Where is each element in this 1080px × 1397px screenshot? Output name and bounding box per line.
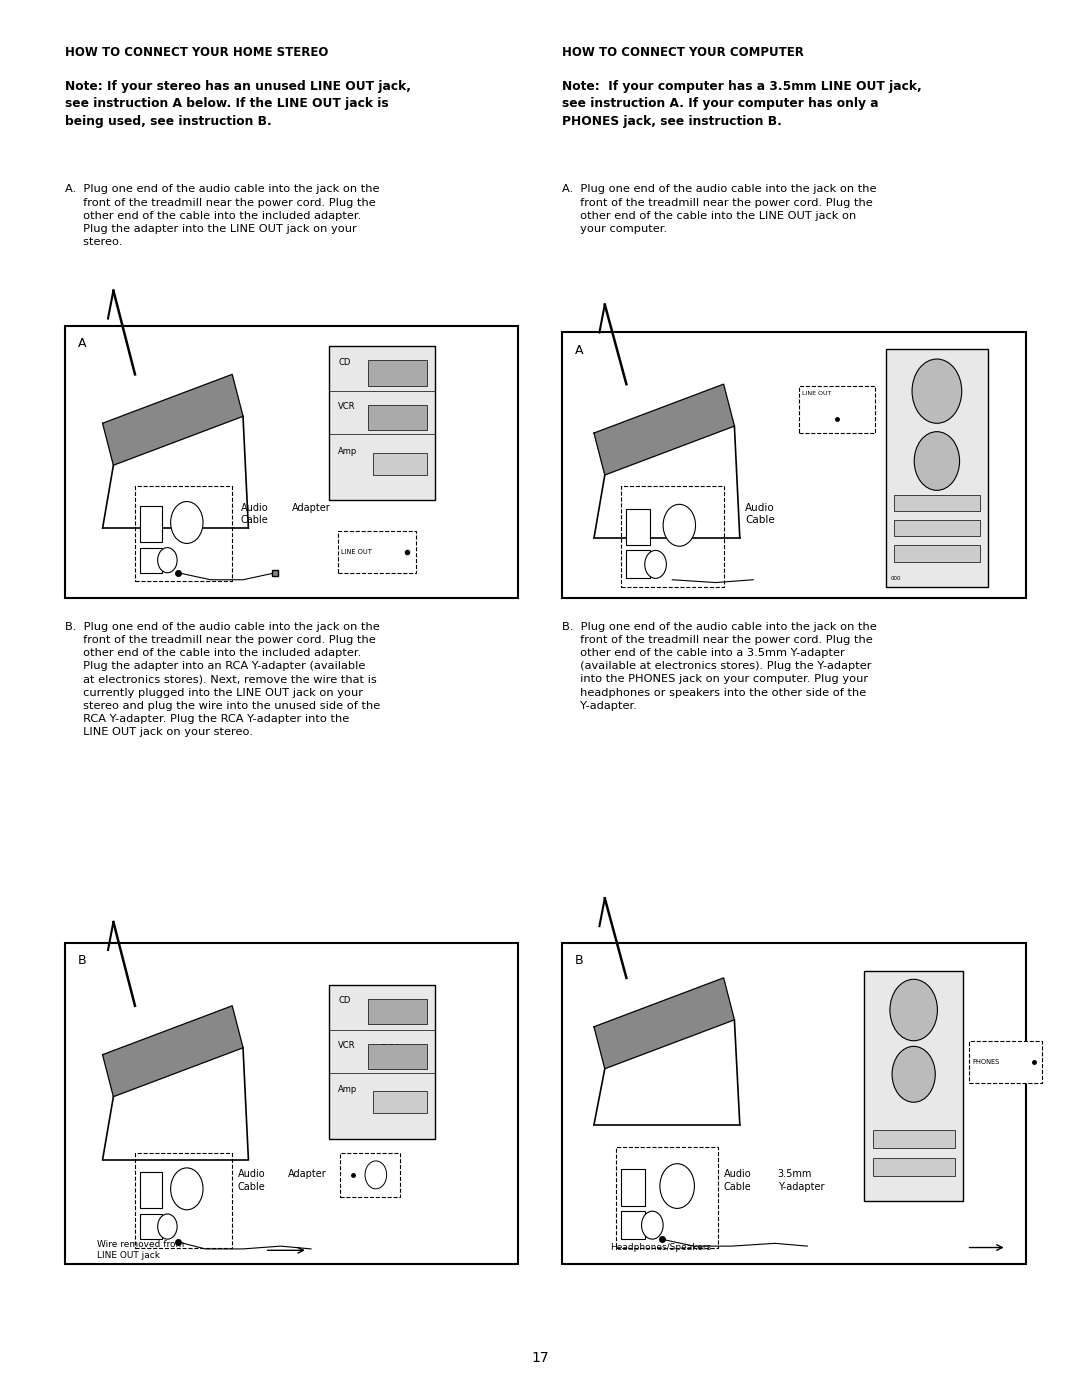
FancyBboxPatch shape (65, 326, 518, 598)
Text: A: A (575, 344, 583, 356)
Bar (373, 1091, 427, 1113)
Bar (894, 545, 980, 562)
Text: B: B (575, 954, 583, 967)
Text: Adapter: Adapter (288, 1169, 327, 1179)
Text: B: B (78, 954, 86, 967)
Bar (368, 360, 427, 386)
Polygon shape (594, 384, 734, 475)
Text: 3.5mm
Y-adapter: 3.5mm Y-adapter (778, 1169, 824, 1192)
Bar (873, 1158, 955, 1176)
Circle shape (645, 550, 666, 578)
Bar (621, 1211, 645, 1239)
Text: LINE OUT: LINE OUT (341, 549, 373, 555)
Circle shape (660, 1164, 694, 1208)
Circle shape (892, 1046, 935, 1102)
FancyBboxPatch shape (562, 332, 1026, 598)
Text: Adapter: Adapter (292, 503, 330, 513)
Circle shape (171, 1168, 203, 1210)
FancyBboxPatch shape (338, 531, 416, 573)
Bar (894, 495, 980, 511)
Text: HOW TO CONNECT YOUR COMPUTER: HOW TO CONNECT YOUR COMPUTER (562, 46, 804, 59)
Text: Audio
Cable: Audio Cable (238, 1169, 266, 1192)
Bar (140, 1214, 162, 1239)
Text: CD: CD (338, 996, 350, 1004)
FancyBboxPatch shape (135, 1153, 232, 1248)
Bar (873, 1130, 955, 1148)
Text: Audio
Cable: Audio Cable (745, 503, 775, 525)
Text: PHONES: PHONES (972, 1059, 999, 1065)
FancyBboxPatch shape (65, 943, 518, 1264)
Text: VCR: VCR (338, 402, 355, 411)
Polygon shape (103, 1006, 243, 1097)
Circle shape (915, 432, 960, 490)
Bar (894, 520, 980, 536)
Circle shape (913, 359, 962, 423)
Text: A: A (78, 337, 86, 349)
Text: A.  Plug one end of the audio cable into the jack on the
     front of the tread: A. Plug one end of the audio cable into … (65, 184, 379, 247)
Bar (368, 999, 427, 1024)
Polygon shape (103, 374, 243, 465)
Bar (368, 1044, 427, 1069)
Text: 000: 000 (891, 576, 902, 581)
Circle shape (158, 1214, 177, 1239)
Text: Wire removed from
LINE OUT jack: Wire removed from LINE OUT jack (97, 1241, 185, 1260)
FancyBboxPatch shape (969, 1041, 1042, 1083)
FancyBboxPatch shape (616, 1147, 718, 1248)
Text: Headphones/Speakers: Headphones/Speakers (610, 1243, 712, 1252)
Bar (626, 509, 650, 545)
Text: Note:  If your computer has a 3.5mm LINE OUT jack,
see instruction A. If your co: Note: If your computer has a 3.5mm LINE … (562, 80, 921, 127)
FancyBboxPatch shape (135, 486, 232, 581)
Text: HOW TO CONNECT YOUR HOME STEREO: HOW TO CONNECT YOUR HOME STEREO (65, 46, 328, 59)
Circle shape (663, 504, 696, 546)
FancyBboxPatch shape (799, 386, 875, 433)
FancyBboxPatch shape (329, 346, 435, 500)
Bar (373, 453, 427, 475)
FancyBboxPatch shape (562, 943, 1026, 1264)
Text: Amp: Amp (338, 447, 357, 455)
Text: RCA
Y-adapter: RCA Y-adapter (381, 1044, 428, 1066)
Text: Note: If your stereo has an unused LINE OUT jack,
see instruction A below. If th: Note: If your stereo has an unused LINE … (65, 80, 410, 127)
Text: 17: 17 (531, 1351, 549, 1365)
FancyBboxPatch shape (340, 1153, 400, 1197)
Text: B.  Plug one end of the audio cable into the jack on the
     front of the tread: B. Plug one end of the audio cable into … (65, 622, 380, 738)
FancyBboxPatch shape (864, 971, 963, 1201)
FancyBboxPatch shape (621, 486, 724, 587)
Bar (140, 1172, 162, 1208)
Circle shape (158, 548, 177, 573)
Text: Audio
Cable: Audio Cable (241, 503, 269, 525)
Text: LINE OUT: LINE OUT (802, 391, 832, 397)
Text: Amp: Amp (338, 1085, 357, 1094)
Text: VCR: VCR (338, 1041, 355, 1049)
FancyBboxPatch shape (329, 985, 435, 1139)
Bar (626, 550, 650, 578)
Text: Audio
Cable: Audio Cable (724, 1169, 752, 1192)
Circle shape (890, 979, 937, 1041)
Circle shape (365, 1161, 387, 1189)
Bar (621, 1169, 645, 1206)
Circle shape (642, 1211, 663, 1239)
Bar (140, 548, 162, 573)
Bar (140, 506, 162, 542)
Polygon shape (594, 978, 734, 1069)
Bar (368, 405, 427, 430)
Text: CD: CD (338, 358, 350, 366)
Text: A.  Plug one end of the audio cable into the jack on the
     front of the tread: A. Plug one end of the audio cable into … (562, 184, 876, 235)
Text: B.  Plug one end of the audio cable into the jack on the
     front of the tread: B. Plug one end of the audio cable into … (562, 622, 876, 711)
FancyBboxPatch shape (886, 349, 988, 587)
Circle shape (171, 502, 203, 543)
